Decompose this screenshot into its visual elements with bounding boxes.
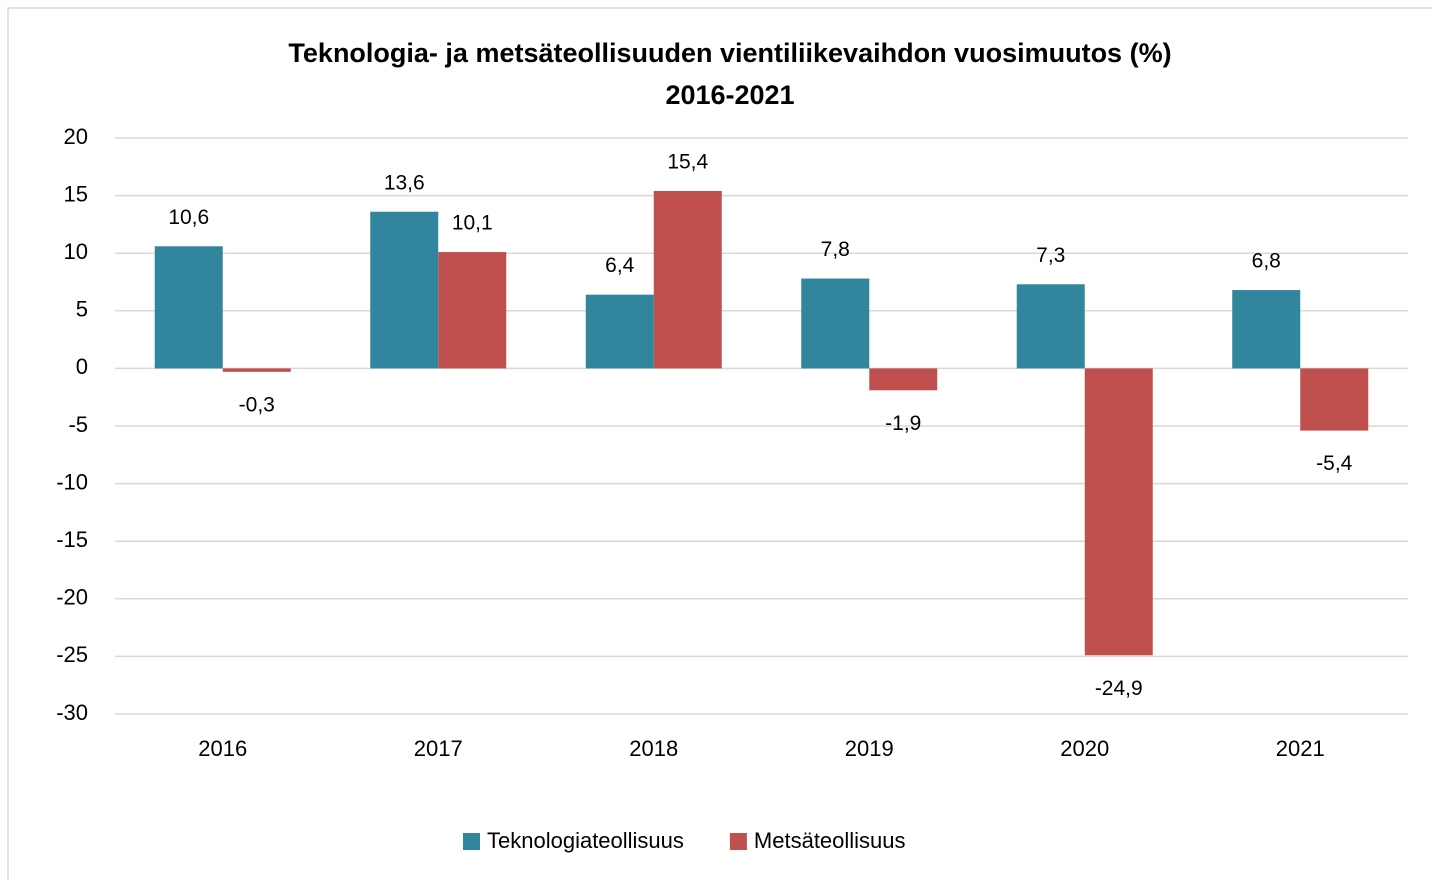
x-tick-label: 2020 (1060, 736, 1109, 761)
bar (1016, 284, 1085, 369)
bar (1232, 290, 1301, 369)
x-tick-label: 2018 (629, 736, 678, 761)
y-tick-label: -10 (56, 469, 88, 494)
y-tick-label: -5 (68, 412, 88, 437)
y-tick-label: 20 (64, 124, 88, 149)
x-tick-label: 2021 (1276, 736, 1325, 761)
bar (653, 190, 722, 369)
x-tick-label: 2017 (414, 736, 463, 761)
bar (869, 368, 938, 391)
bar (154, 246, 223, 369)
legend-swatch (729, 833, 747, 850)
chart-title: Teknologia- ja metsäteollisuuden vientil… (288, 38, 1171, 68)
y-tick-label: -20 (56, 585, 88, 610)
chart-border (7, 7, 1432, 880)
data-label: -1,9 (885, 412, 921, 435)
legend-label: Teknologiateollisuus (487, 828, 684, 853)
data-label: -0,3 (239, 393, 275, 416)
y-tick-label: 0 (76, 354, 88, 379)
bar (222, 368, 291, 372)
data-label: 6,4 (605, 254, 635, 277)
y-tick-label: -25 (56, 642, 88, 667)
bar (370, 211, 439, 369)
bar (801, 278, 870, 369)
bar (438, 252, 507, 369)
data-label: 7,8 (821, 238, 850, 261)
data-label: -5,4 (1316, 452, 1353, 475)
y-tick-label: -15 (56, 527, 88, 552)
x-tick-label: 2016 (198, 736, 247, 761)
data-label: 6,8 (1252, 250, 1281, 273)
bar (1300, 368, 1369, 431)
chart-title: 2016-2021 (665, 80, 794, 110)
y-tick-label: 5 (76, 297, 88, 322)
legend-label: Metsäteollisuus (754, 828, 906, 853)
data-label: -24,9 (1095, 677, 1143, 700)
y-tick-label: 15 (64, 181, 88, 206)
legend-swatch (463, 833, 480, 850)
x-tick-label: 2019 (845, 736, 894, 761)
bar (1084, 368, 1153, 656)
data-label: 10,1 (452, 212, 493, 235)
y-tick-label: -30 (56, 700, 88, 725)
data-label: 7,3 (1036, 244, 1065, 267)
data-label: 10,6 (168, 206, 209, 229)
bar (585, 294, 654, 369)
data-label: 15,4 (667, 151, 708, 174)
y-tick-label: 10 (64, 239, 88, 264)
data-label: 13,6 (384, 171, 425, 194)
